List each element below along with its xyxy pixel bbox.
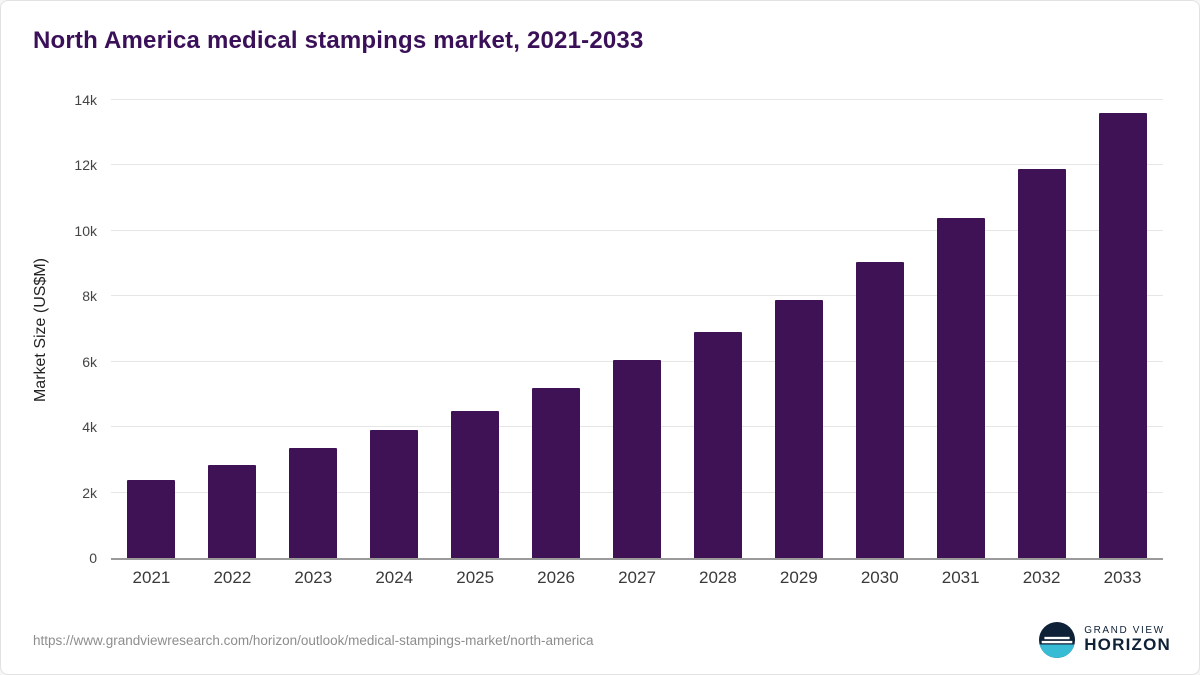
xtick-label-2032: 2032 <box>1022 568 1061 587</box>
xtick-label-2023: 2023 <box>294 568 333 587</box>
page-title: North America medical stampings market, … <box>33 27 644 54</box>
xtick-label-2021: 2021 <box>132 568 171 587</box>
horizon-logo-icon <box>1039 622 1076 658</box>
ytick-label-12k: 12k <box>74 157 97 174</box>
bar-slot-2021 <box>111 100 192 558</box>
bar-2023 <box>289 448 338 558</box>
bar-slot-2027 <box>597 100 678 558</box>
brand-name-top: GRAND VIEW <box>1084 625 1165 637</box>
bar-slot-2022 <box>192 100 273 558</box>
gridline-12k <box>111 164 1163 166</box>
xtick-label-2025: 2025 <box>456 568 495 587</box>
footer: https://www.grandviewresearch.com/horizo… <box>33 622 1171 658</box>
bar-2022 <box>208 464 257 558</box>
bar-2030 <box>855 261 904 558</box>
bar-2024 <box>370 430 419 558</box>
ytick-label-8k: 8k <box>82 288 97 305</box>
bar-2033 <box>1098 113 1147 558</box>
bar-slot-2023 <box>273 100 354 558</box>
bar-2021 <box>127 479 176 558</box>
bar-slot-2029 <box>758 100 839 558</box>
gridline-14k <box>111 99 1163 100</box>
bar-2028 <box>693 332 742 558</box>
bar-2025 <box>451 410 500 558</box>
brand-lockup: GRAND VIEW HORIZON <box>1039 622 1171 658</box>
ytick-label-4k: 4k <box>82 419 97 436</box>
xtick-label-2031: 2031 <box>941 568 980 587</box>
bar-slot-2033 <box>1082 100 1163 558</box>
bar-slot-2024 <box>354 100 435 558</box>
xtick-label-2030: 2030 <box>860 568 899 587</box>
bar-2031 <box>936 217 985 558</box>
xtick-label-2028: 2028 <box>699 568 737 587</box>
xtick-label-2033: 2033 <box>1103 568 1142 587</box>
ytick-label-0: 0 <box>89 550 97 566</box>
plot-area: 0 2k 4k 6k 8k 10k 12k 14k <box>74 92 1163 566</box>
y-axis-title: Market Size (US$M) <box>32 257 49 403</box>
ytick-label-2k: 2k <box>82 484 97 501</box>
bar-slot-2031 <box>920 100 1001 558</box>
xtick-label-2024: 2024 <box>375 568 414 587</box>
bar-slot-2030 <box>839 100 920 558</box>
xtick-label-2026: 2026 <box>537 568 575 587</box>
xtick-label-2022: 2022 <box>213 568 252 587</box>
bar-2026 <box>532 387 581 558</box>
x-axis-labels: 2021 2022 2023 2024 2025 2026 2027 2028 2029 2030… <box>111 568 1163 588</box>
bar-slot-2025 <box>435 100 516 558</box>
bar-slot-2028 <box>677 100 758 558</box>
bar-2027 <box>612 360 661 558</box>
bar-slot-2026 <box>516 100 597 558</box>
bars-row <box>111 100 1163 558</box>
logo-sea <box>1039 644 1076 658</box>
ytick-label-10k: 10k <box>74 222 97 239</box>
ytick-label-14k: 14k <box>74 92 97 108</box>
gridline-10k <box>111 229 1163 231</box>
bar-2029 <box>774 299 823 558</box>
brand-name-bottom: HORIZON <box>1084 635 1171 655</box>
bar-2032 <box>1017 168 1066 558</box>
ytick-label-6k: 6k <box>82 353 97 370</box>
brand-text: GRAND VIEW HORIZON <box>1084 625 1171 655</box>
xtick-label-2027: 2027 <box>618 568 656 587</box>
source-url: https://www.grandviewresearch.com/horizo… <box>33 632 594 648</box>
bar-slot-2032 <box>1001 100 1082 558</box>
xtick-label-2029: 2029 <box>779 568 818 587</box>
gridline-8k <box>111 295 1163 297</box>
